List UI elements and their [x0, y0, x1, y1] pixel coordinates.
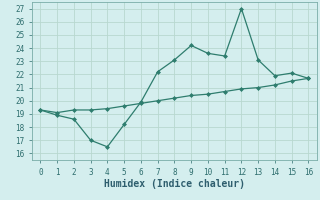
X-axis label: Humidex (Indice chaleur): Humidex (Indice chaleur)	[104, 179, 245, 189]
